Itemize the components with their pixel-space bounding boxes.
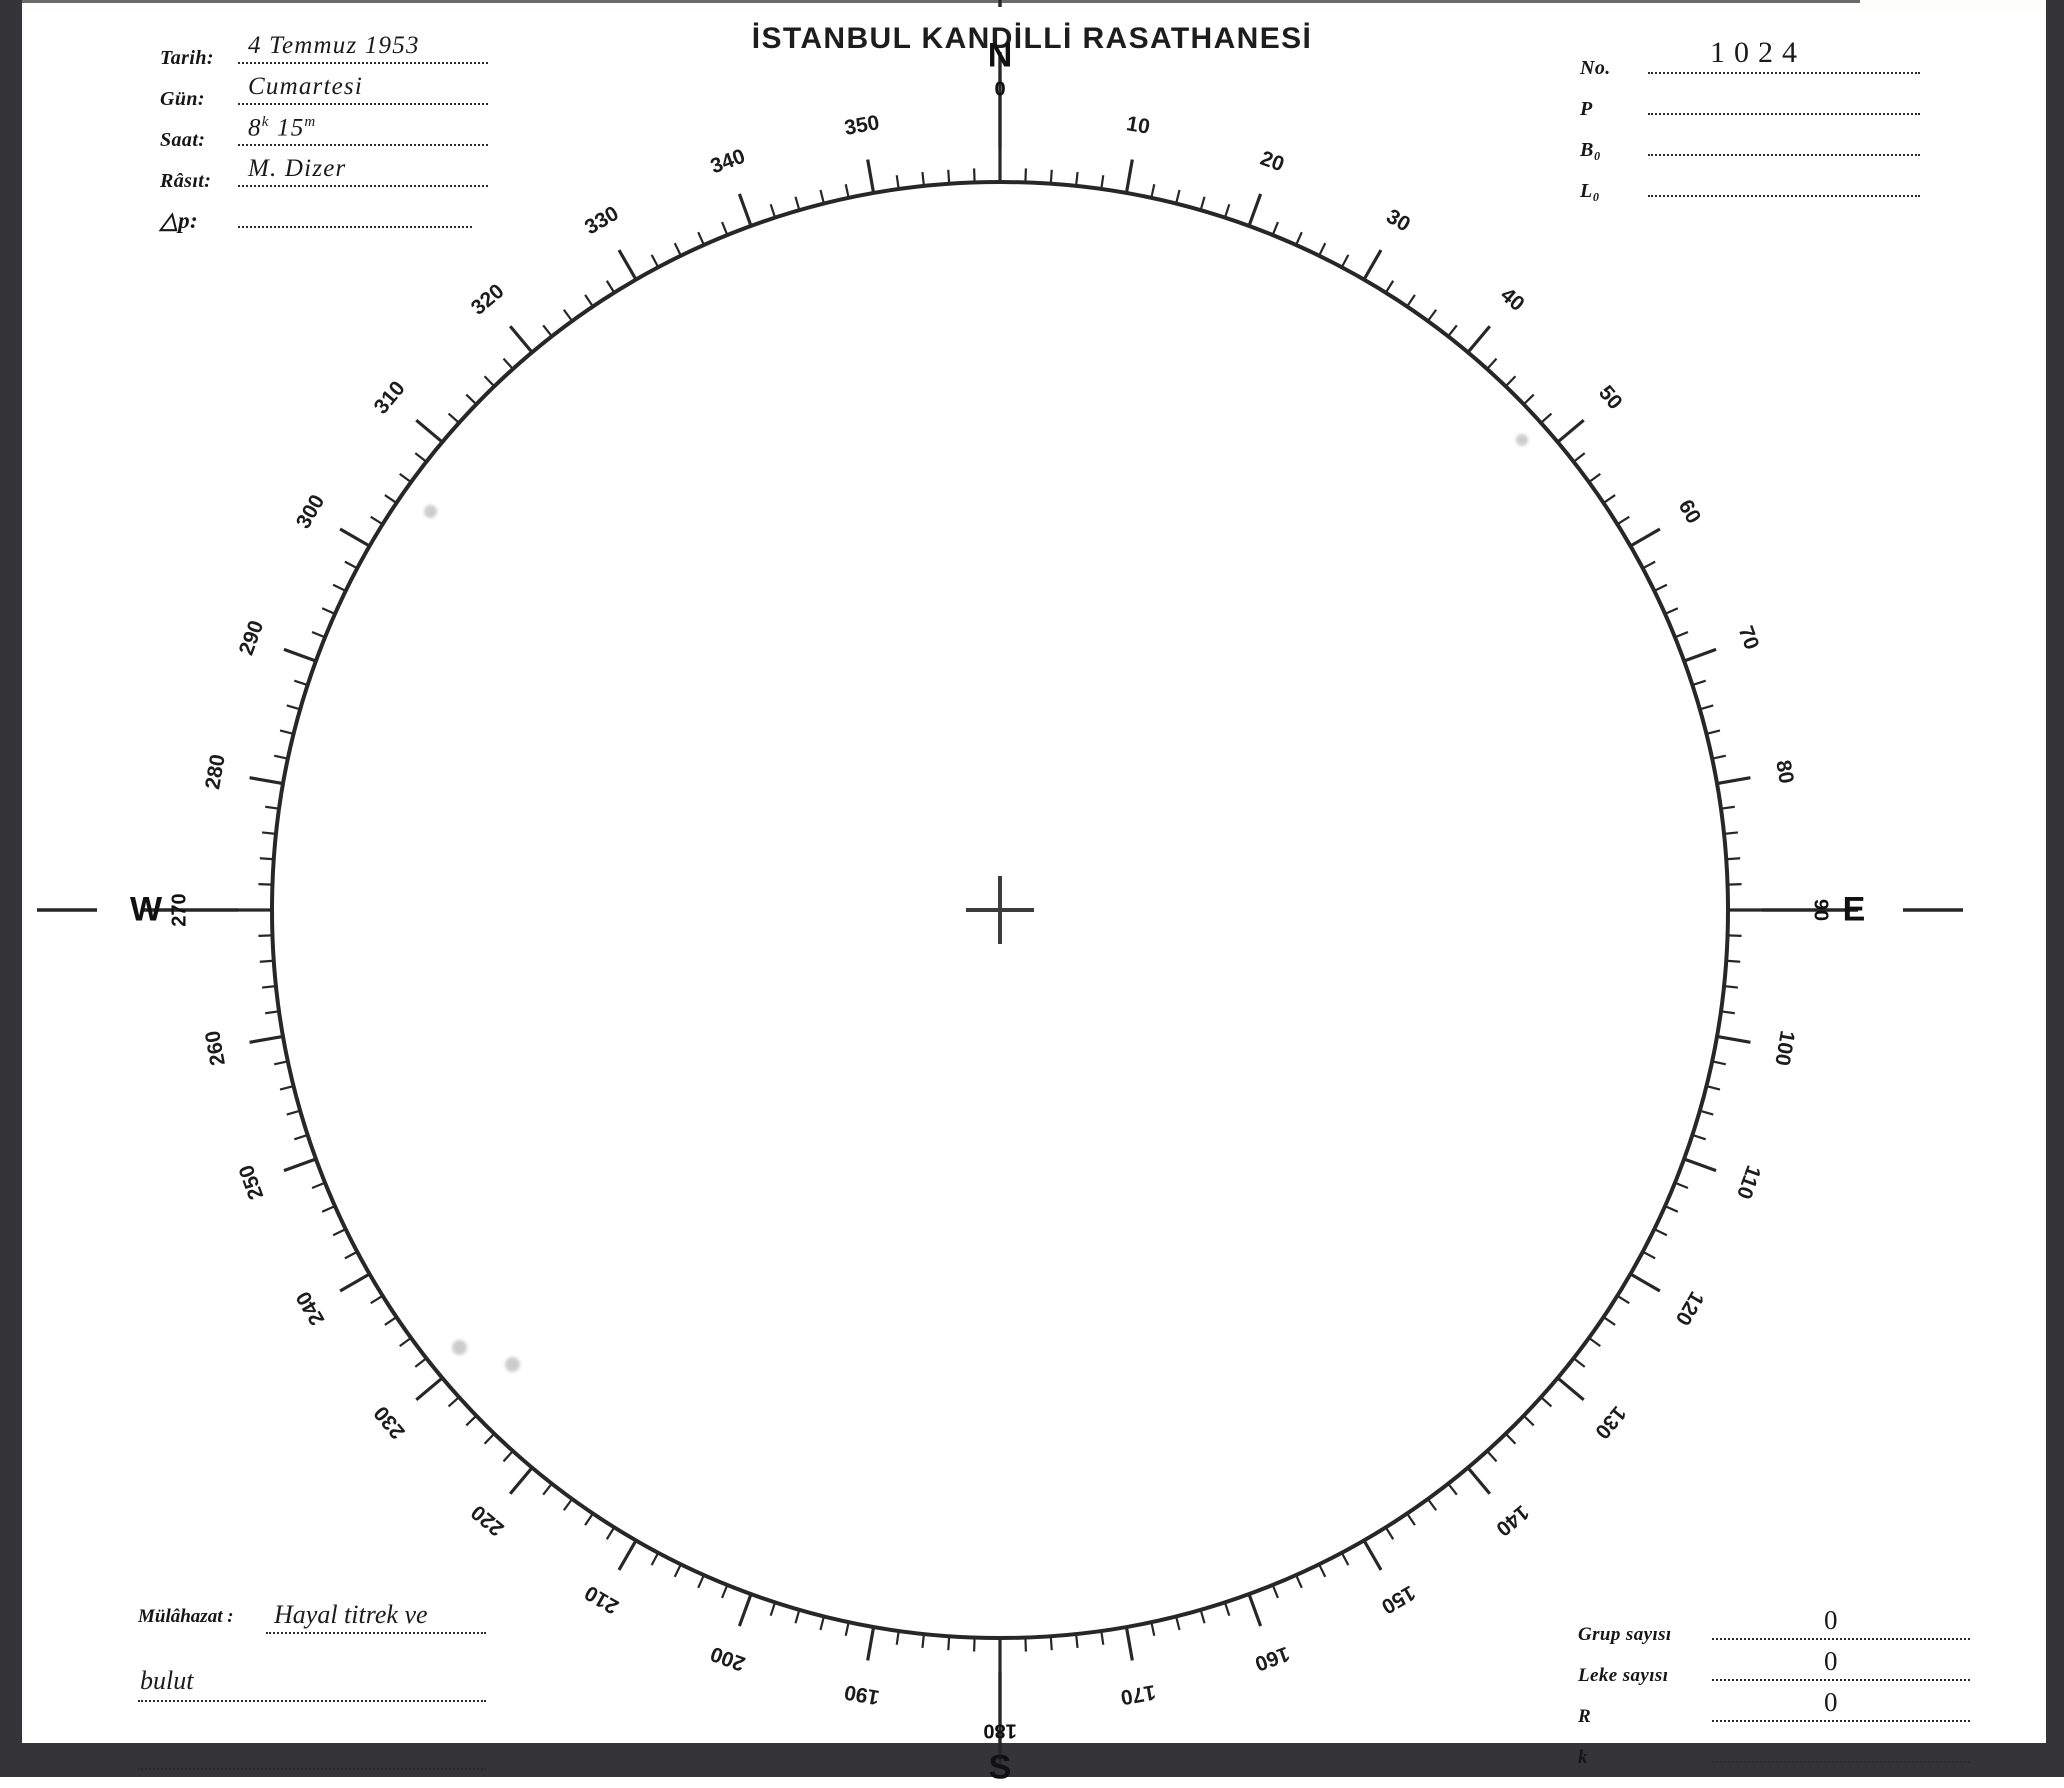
field-wolf-number-value: 0 <box>1824 1687 1838 1718</box>
field-date-value: 4 Temmuz 1953 <box>248 32 420 60</box>
field-spot-count-value: 0 <box>1824 1646 1838 1677</box>
notes-label: Mülâhazat : <box>138 1606 234 1628</box>
field-group-count-value: 0 <box>1824 1605 1838 1636</box>
field-k-factor-label: k <box>1578 1747 1706 1769</box>
field-observer-line[interactable]: M. Dizer <box>238 165 488 187</box>
field-day-value: Cumartesi <box>248 73 363 101</box>
field-l0-angle-label: L₀ <box>1580 180 1642 203</box>
cardinal-north-degree: 0 <box>994 79 1005 102</box>
field-delta-p[interactable]: △p: <box>160 206 488 234</box>
field-date-line[interactable]: 4 Temmuz 1953 <box>238 42 488 64</box>
field-group-count[interactable]: Grup sayısı 0 <box>1578 1618 1970 1646</box>
field-time-label: Saat: <box>160 129 232 152</box>
notes-line-1[interactable] <box>266 1630 486 1634</box>
field-delta-p-line[interactable] <box>238 206 472 228</box>
notes-line-2[interactable] <box>138 1698 486 1702</box>
cardinal-south-degree: 180 <box>983 1719 1016 1742</box>
notes-text-1: Hayal titrek ve <box>274 1600 428 1630</box>
field-time-hours: 8 <box>248 114 262 141</box>
dial-degree-label-10: 10 <box>1125 112 1152 140</box>
scan-smudge <box>424 505 437 518</box>
field-day-label: Gün: <box>160 88 232 111</box>
field-delta-p-label: △p: <box>160 208 232 234</box>
notes-line-3[interactable] <box>138 1766 486 1770</box>
field-record-number-label: No. <box>1580 57 1642 80</box>
field-b0-angle[interactable]: B₀ <box>1580 134 1920 162</box>
field-day[interactable]: Gün: Cumartesi <box>160 83 488 111</box>
field-l0-angle-line[interactable] <box>1648 175 1920 197</box>
cardinal-west-degree: 270 <box>169 893 192 926</box>
field-group-count-line[interactable]: 0 <box>1712 1618 1970 1640</box>
field-time-line[interactable]: 8k 15m <box>238 124 488 146</box>
dial-degree-label-80: 80 <box>1770 758 1798 785</box>
cardinal-east: E <box>1843 891 1866 930</box>
record-header-fields: No. 1024 P B₀ L₀ <box>1580 52 1920 216</box>
field-record-number[interactable]: No. 1024 <box>1580 52 1920 80</box>
paper-sheet <box>22 9 2046 1743</box>
scan-smudge <box>1516 434 1528 446</box>
field-b0-angle-line[interactable] <box>1648 134 1920 156</box>
field-position-angle[interactable]: P <box>1580 93 1920 121</box>
cardinal-east-degree: 90 <box>1809 899 1832 921</box>
field-group-count-label: Grup sayısı <box>1578 1624 1706 1646</box>
field-time-value: 8k 15m <box>248 114 316 142</box>
field-record-number-line[interactable]: 1024 <box>1648 52 1920 74</box>
field-wolf-number[interactable]: R 0 <box>1578 1700 1970 1728</box>
field-observer-label: Râsıt: <box>160 170 232 193</box>
field-date[interactable]: Tarih: 4 Temmuz 1953 <box>160 42 488 70</box>
field-spot-count[interactable]: Leke sayısı 0 <box>1578 1659 1970 1687</box>
scan-border-right <box>2046 0 2064 1777</box>
field-observer[interactable]: Râsıt: M. Dizer <box>160 165 488 193</box>
field-spot-count-label: Leke sayısı <box>1578 1665 1706 1687</box>
observation-header-fields: Tarih: 4 Temmuz 1953 Gün: Cumartesi Saat… <box>160 42 488 247</box>
field-observer-value: M. Dizer <box>248 155 346 183</box>
field-l0-angle[interactable]: L₀ <box>1580 175 1920 203</box>
cardinal-south: S <box>989 1749 1012 1788</box>
field-b0-angle-label: B₀ <box>1580 139 1642 162</box>
cardinal-north: N <box>988 37 1013 76</box>
cardinal-west: W <box>130 891 162 930</box>
field-date-label: Tarih: <box>160 47 232 70</box>
sunspot-count-fields: Grup sayısı 0 Leke sayısı 0 R 0 k <box>1578 1618 1970 1782</box>
field-spot-count-line[interactable]: 0 <box>1712 1659 1970 1681</box>
field-day-line[interactable]: Cumartesi <box>238 83 488 105</box>
field-k-factor[interactable]: k <box>1578 1741 1970 1769</box>
field-record-number-value: 1024 <box>1710 36 1806 70</box>
field-wolf-number-label: R <box>1578 1706 1706 1728</box>
field-time[interactable]: Saat: 8k 15m <box>160 124 488 152</box>
field-time-hour-unit: k <box>262 114 270 130</box>
field-time-minutes: 15 <box>277 114 304 141</box>
field-position-angle-label: P <box>1580 98 1642 121</box>
field-k-factor-line[interactable] <box>1712 1741 1970 1763</box>
notes-text-2: bulut <box>140 1666 193 1696</box>
field-time-minute-unit: m <box>304 114 316 130</box>
scan-border-top <box>0 0 1860 3</box>
field-wolf-number-line[interactable]: 0 <box>1712 1700 1970 1722</box>
field-position-angle-line[interactable] <box>1648 93 1920 115</box>
scan-border-left <box>0 0 22 1777</box>
